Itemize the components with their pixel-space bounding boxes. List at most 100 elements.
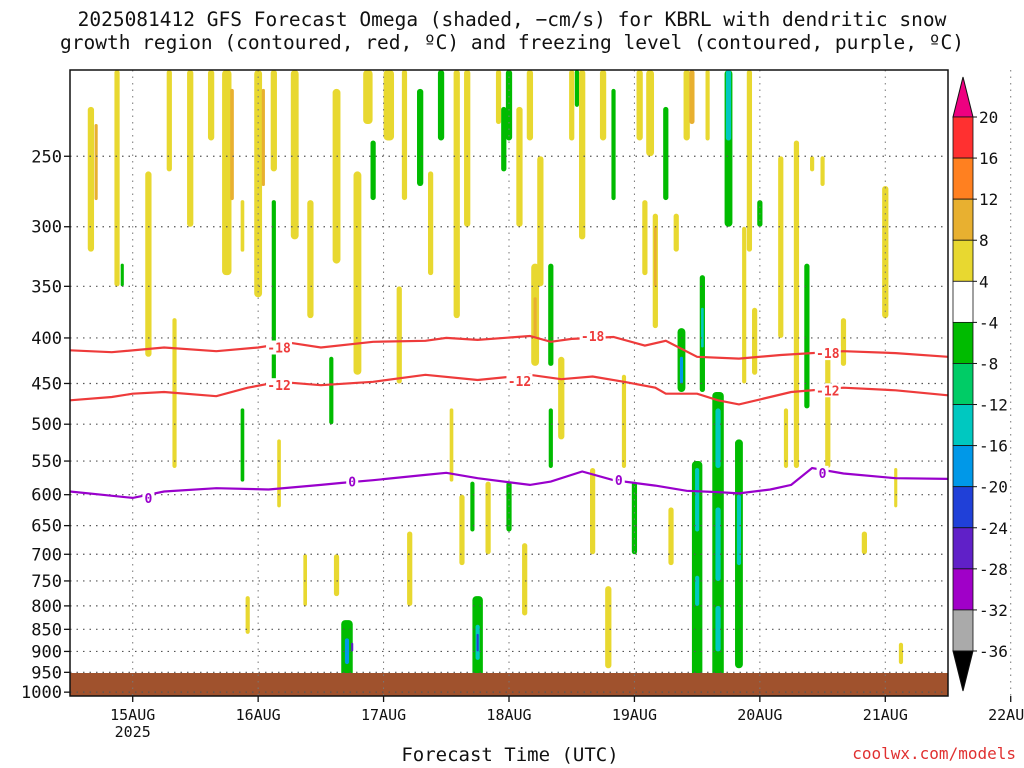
omega-cell <box>453 70 460 319</box>
x-tick-year: 2025 <box>115 723 151 741</box>
colorbar-label: -36 <box>979 642 1008 661</box>
y-tick-label: 700 <box>31 545 62 565</box>
omega-cell <box>245 596 250 634</box>
omega-cell <box>307 200 314 319</box>
omega-cell <box>407 531 413 606</box>
omega-shading-layer <box>87 70 904 677</box>
omega-cell <box>329 356 334 425</box>
omega-cell <box>476 633 479 652</box>
contour-lines-layer: -18 -18 -18 -12 -12 -12 0 0 0 0 <box>69 329 949 507</box>
y-tick-label: 250 <box>31 147 62 167</box>
omega-cell <box>222 70 232 276</box>
omega-cell <box>898 642 904 665</box>
omega-cell <box>605 586 612 669</box>
colorbar-segment <box>952 321 974 364</box>
colorbar-label: 12 <box>979 190 998 209</box>
omega-cell <box>689 70 695 125</box>
y-tick-label: 750 <box>31 572 62 592</box>
omega-cell <box>120 263 124 287</box>
omega-cell <box>621 374 627 469</box>
colorbar-segment <box>952 198 974 241</box>
omega-cell <box>114 70 120 287</box>
omega-cell <box>505 70 513 141</box>
omega-cell <box>207 70 215 141</box>
omega-cell <box>501 106 507 172</box>
chart-title-line1: 2025081412 GFS Forecast Omega (shaded, −… <box>77 8 947 31</box>
omega-cell <box>522 543 528 616</box>
colorbar-label: -28 <box>979 560 1008 579</box>
omega-cell <box>679 356 684 384</box>
omega-cell <box>590 468 596 555</box>
colorbar-label: -8 <box>979 354 998 373</box>
colorbar: 20 16 12 8 4 -4 -8 -12 -16 -20 -24 -28 -32 -36 <box>952 76 1008 692</box>
x-axis-label: Forecast Time (UTC) <box>401 744 619 766</box>
omega-cell <box>370 140 376 201</box>
omega-cell <box>715 605 721 652</box>
y-tick-label: 550 <box>31 452 62 472</box>
omega-cell <box>396 286 402 384</box>
x-tick-label: 18AUG <box>486 706 531 724</box>
colorbar-label: -4 <box>979 313 998 332</box>
omega-cell <box>459 494 465 566</box>
omega-cell <box>646 70 655 157</box>
omega-cell <box>695 575 700 606</box>
colorbar-segment <box>952 609 974 652</box>
omega-cell <box>290 70 299 240</box>
contour-label-bg <box>612 473 625 488</box>
omega-cell <box>333 554 340 597</box>
colorbar-segment <box>952 486 974 529</box>
omega-cell <box>145 171 152 357</box>
x-tick-label: 22AUG <box>988 706 1024 724</box>
x-tick-label: 16AUG <box>236 706 281 724</box>
omega-cell <box>574 70 580 107</box>
omega-cell <box>861 531 867 555</box>
omega-cell <box>417 88 424 187</box>
omega-cell <box>537 156 544 287</box>
omega-cell <box>240 200 245 252</box>
omega-cell <box>230 88 234 201</box>
contour-label-bg <box>506 373 533 388</box>
omega-cell <box>464 70 471 227</box>
omega-cell <box>804 263 810 409</box>
contour-label: -18 <box>267 341 291 356</box>
credit-link[interactable]: coolwx.com/models <box>852 744 1016 763</box>
contour-label: -12 <box>267 379 290 394</box>
colorbar-bottom-arrow <box>952 650 974 692</box>
omega-cell <box>254 70 263 298</box>
contour-label: 0 <box>819 467 827 482</box>
colorbar-label: -16 <box>979 437 1008 456</box>
omega-cell <box>663 106 669 201</box>
omega-cell <box>683 70 690 141</box>
y-tick-label: 950 <box>31 663 62 683</box>
omega-cell <box>533 297 537 338</box>
ground-surface <box>70 673 948 696</box>
contour-label-bg <box>814 383 841 398</box>
contour-label: -18 <box>816 347 840 362</box>
colorbar-segment <box>952 239 974 282</box>
y-tick-label: 600 <box>31 486 62 506</box>
omega-cell <box>548 408 553 469</box>
omega-cell <box>840 318 847 366</box>
colorbar-label: -20 <box>979 478 1008 497</box>
colorbar-label: -24 <box>979 519 1008 538</box>
omega-cell <box>485 481 491 555</box>
y-tick-label: 500 <box>31 415 62 435</box>
colorbar-segment <box>952 157 974 200</box>
omega-cell <box>668 507 674 566</box>
dgz-contour <box>69 373 949 406</box>
omega-cell <box>187 70 194 227</box>
contour-label-bg <box>816 465 829 480</box>
omega-cell <box>526 70 534 141</box>
contour-label-bg <box>142 490 155 505</box>
omega-cell <box>631 481 638 555</box>
omega-cell <box>383 70 395 141</box>
y-tick-label: 800 <box>31 597 62 617</box>
y-tick-label: 1000 <box>21 683 62 703</box>
contour-label-bg <box>346 474 359 489</box>
x-tick-label: 19AUG <box>612 706 657 724</box>
omega-cell <box>344 638 350 665</box>
y-tick-label: 350 <box>31 277 62 297</box>
x-tick-label: 20AUG <box>737 706 782 724</box>
omega-cell <box>825 356 831 469</box>
